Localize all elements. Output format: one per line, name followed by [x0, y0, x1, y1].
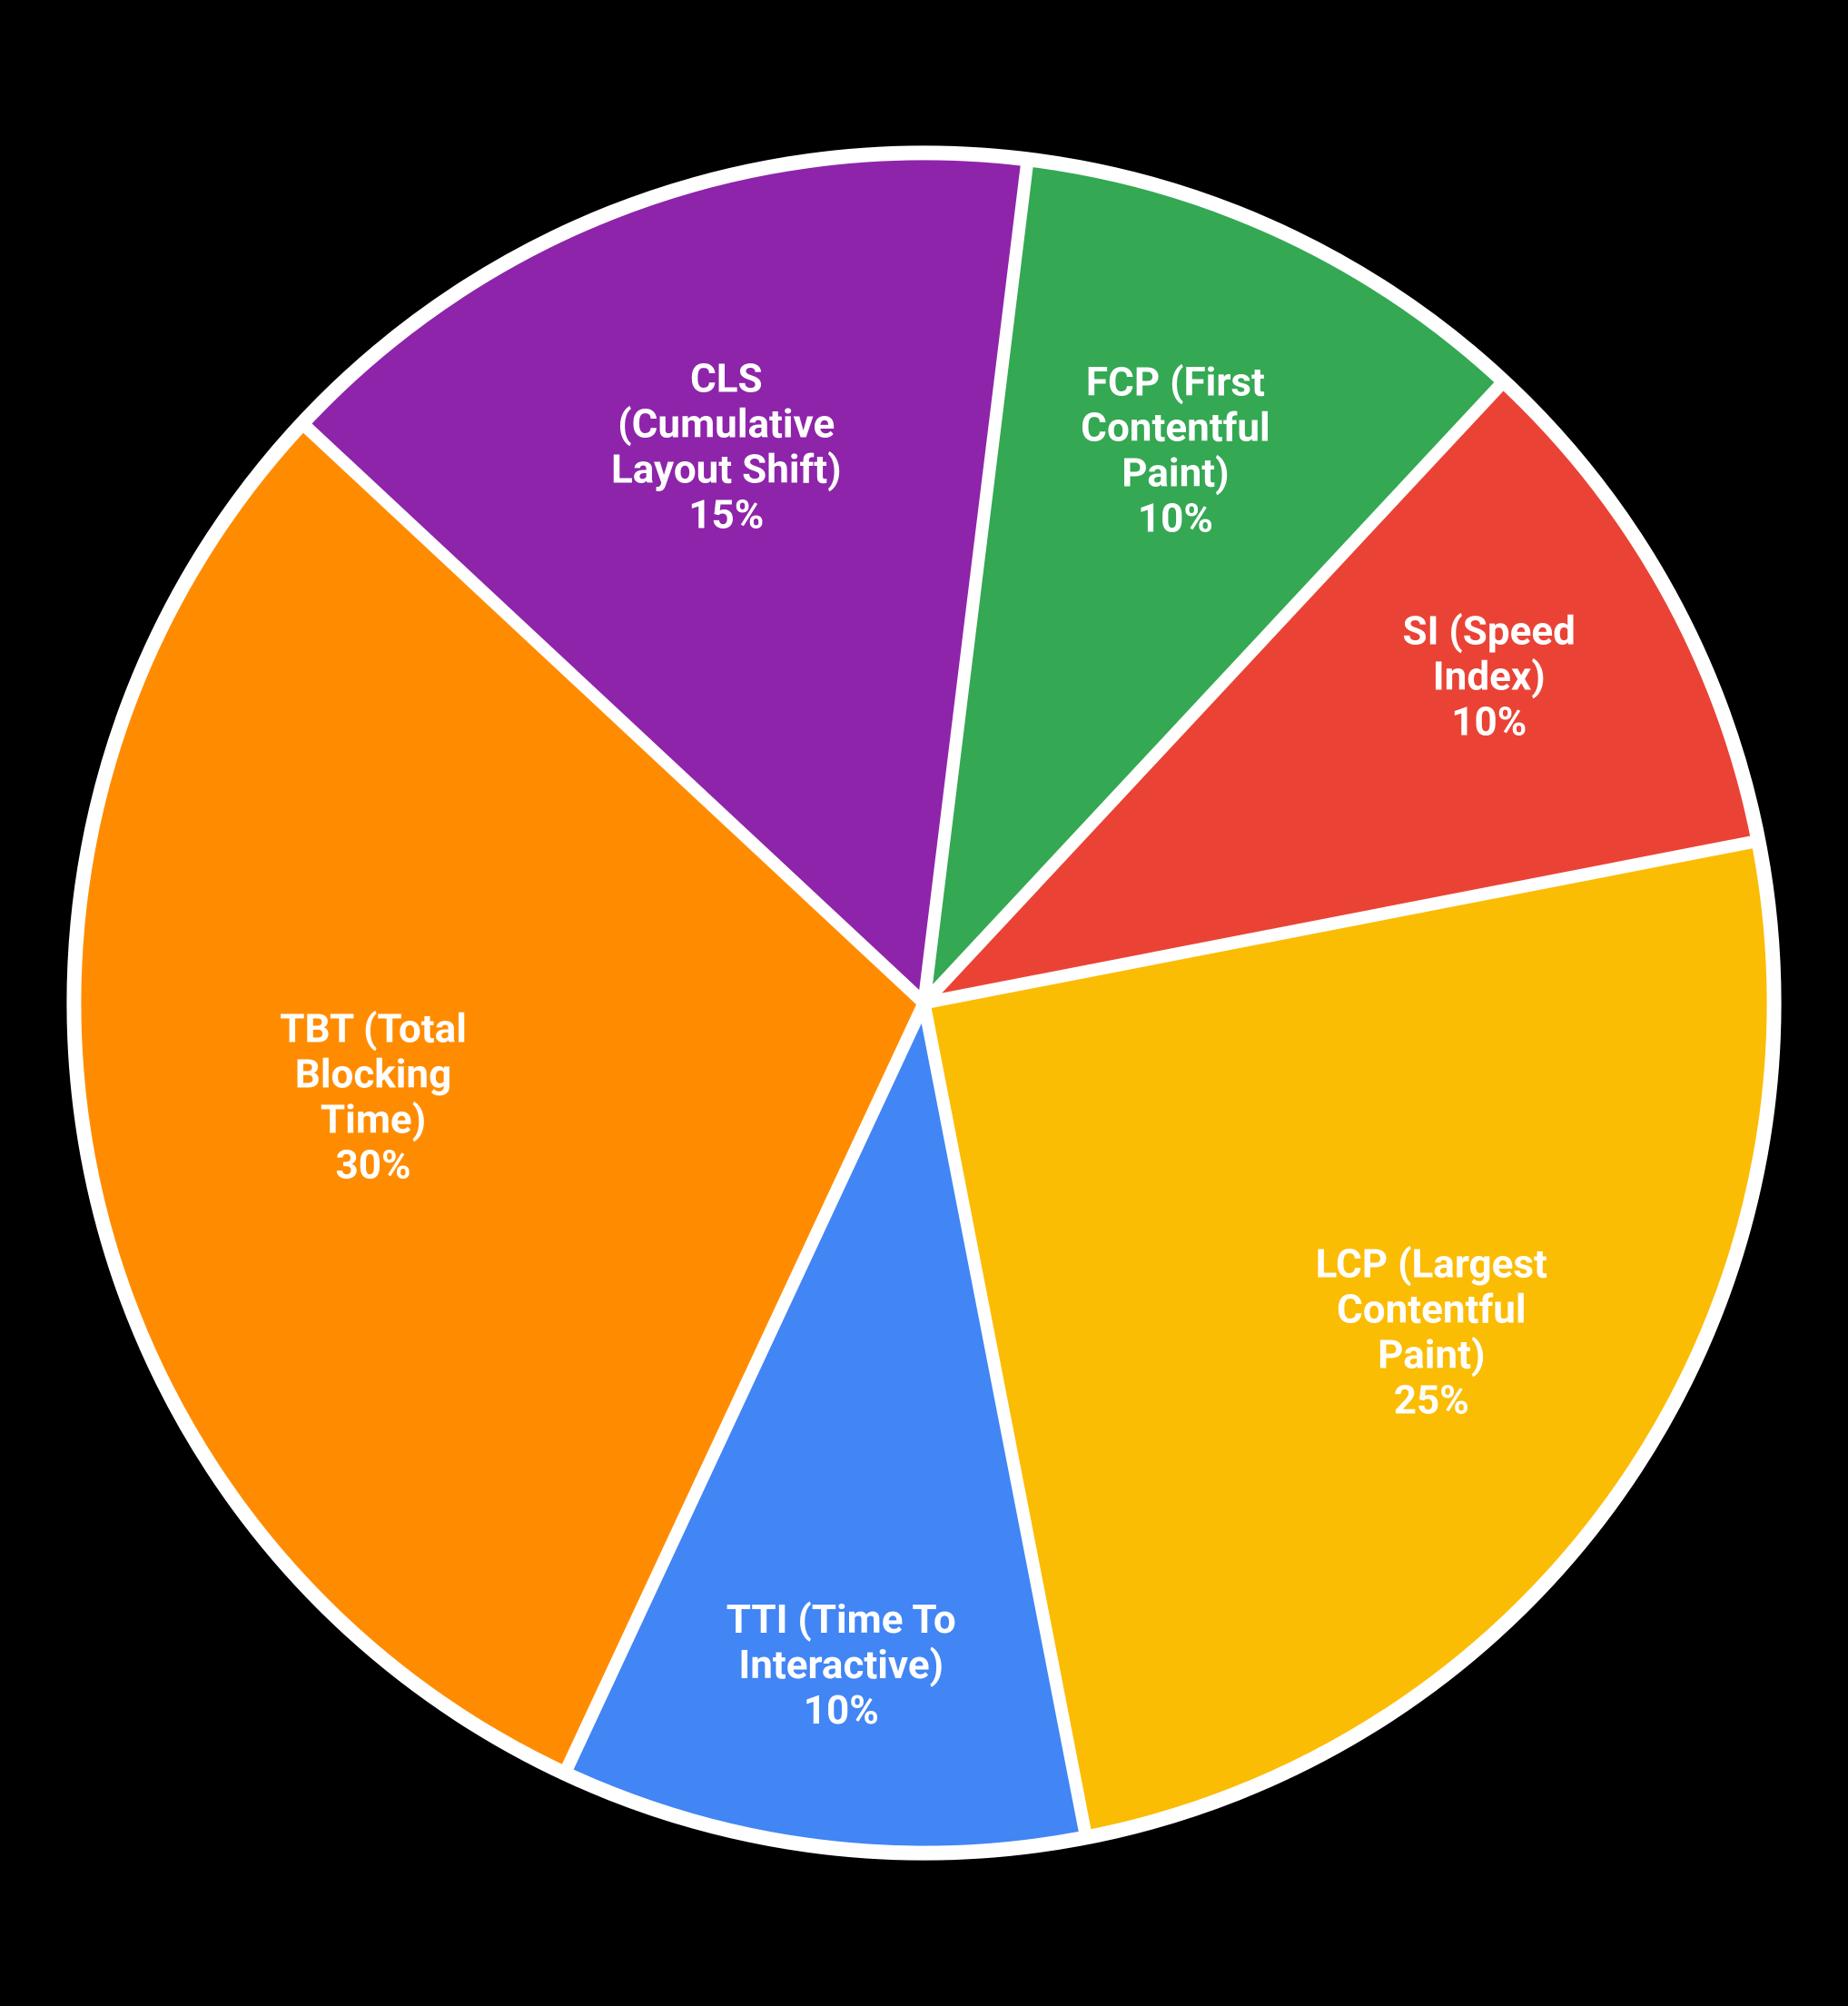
- slice-label-line: Time): [321, 1095, 426, 1142]
- slice-label-line: Paint): [1122, 450, 1229, 497]
- slice-label-line: SI (Speed: [1403, 608, 1576, 655]
- slice-label-line: TBT (Total: [280, 1004, 467, 1052]
- slice-label-line: TTI (Time To: [726, 1596, 956, 1643]
- slice-label-line: 10%: [1451, 698, 1527, 746]
- slice-label-line: Contentful: [1081, 404, 1270, 451]
- slice-label-line: CLS: [690, 354, 763, 401]
- slice-label-line: 10%: [1138, 495, 1213, 542]
- slice-label-line: Paint): [1378, 1330, 1485, 1378]
- slice-label-line: LCP (Largest: [1316, 1240, 1547, 1287]
- slice-label-line: (Cumulative: [618, 400, 835, 447]
- slice-label-line: Layout Shift): [611, 445, 842, 492]
- slice-label-line: 25%: [1394, 1376, 1469, 1423]
- slice-label-line: Interactive): [738, 1641, 944, 1688]
- pie-chart-container: FCP (FirstContentfulPaint)10%SI (SpeedIn…: [0, 0, 1848, 2006]
- slice-label-line: FCP (First: [1086, 359, 1265, 406]
- slice-label-line: Contentful: [1337, 1285, 1527, 1332]
- slice-label-line: 30%: [336, 1141, 411, 1188]
- slice-label-line: 15%: [688, 490, 764, 538]
- slice-label-line: Blocking: [295, 1050, 451, 1097]
- slice-label-line: 10%: [804, 1686, 879, 1734]
- slice-label-line: Index): [1433, 653, 1546, 700]
- pie-chart-svg: FCP (FirstContentfulPaint)10%SI (SpeedIn…: [0, 0, 1848, 2006]
